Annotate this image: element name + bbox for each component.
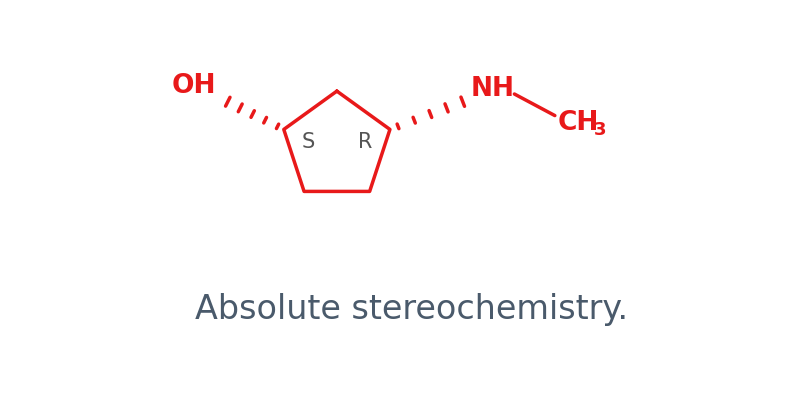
Text: S: S [302, 132, 315, 152]
Text: R: R [358, 132, 372, 152]
Text: OH: OH [171, 73, 216, 99]
Text: Absolute stereochemistry.: Absolute stereochemistry. [195, 293, 627, 326]
Text: CH: CH [557, 110, 598, 136]
Text: NH: NH [470, 76, 514, 102]
Text: 3: 3 [593, 121, 606, 139]
